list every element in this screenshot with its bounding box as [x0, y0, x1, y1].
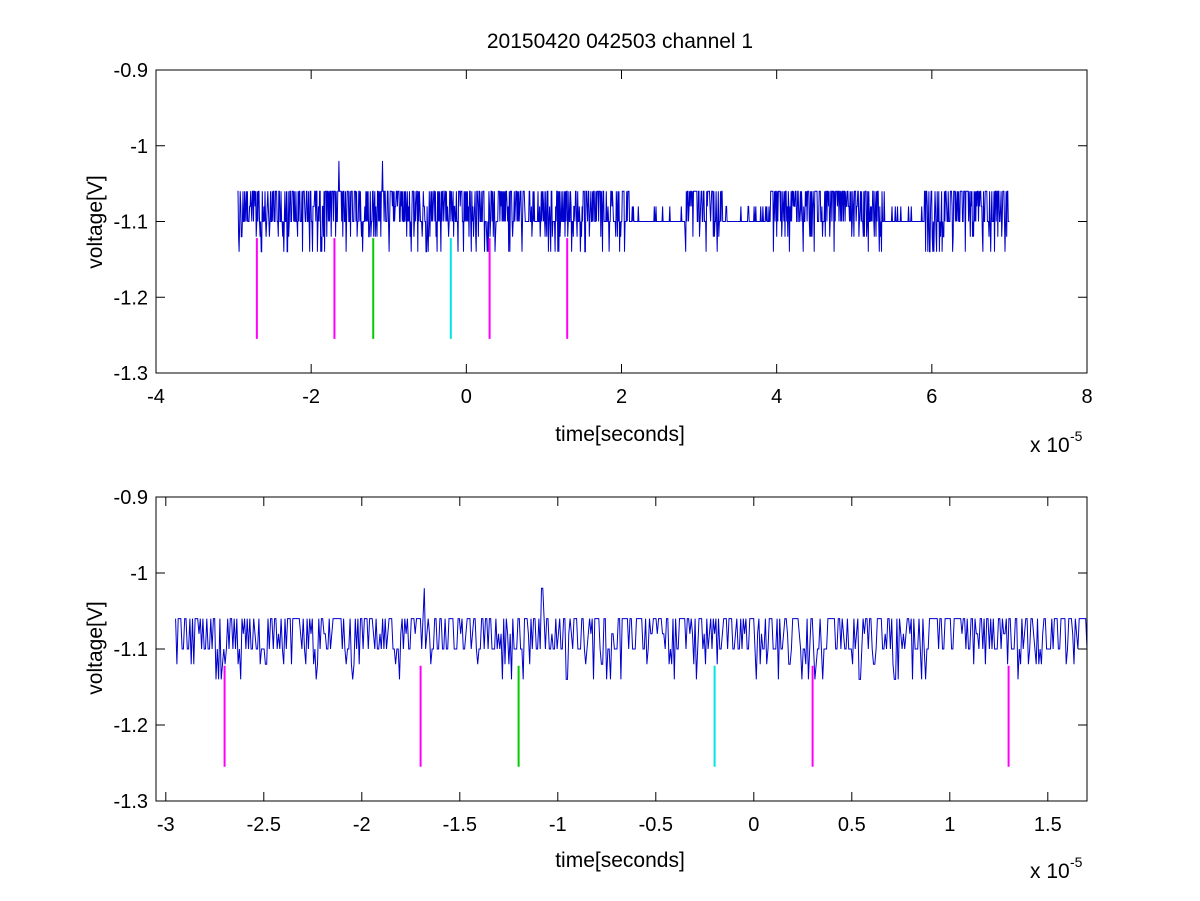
- bottom-chart-xtick-label: -0.5: [639, 814, 673, 836]
- bottom-chart-xtick-label: -2: [353, 814, 371, 836]
- bottom-chart-xtick-label: 0.5: [838, 814, 866, 836]
- top-chart-xtick-label: 0: [461, 386, 472, 408]
- top-chart-x-exponent-base: x 10: [1030, 434, 1070, 457]
- bottom-chart-ylabel: voltage[V]: [84, 601, 107, 694]
- top-chart-xtick-label: 8: [1081, 386, 1092, 408]
- bottom-chart-ytick-label: -1.1: [114, 639, 148, 661]
- top-chart-xtick-label: -4: [147, 386, 165, 408]
- bottom-chart-xtick-label: -1: [549, 814, 567, 836]
- bottom-chart-xtick-label: -3: [157, 814, 175, 836]
- bottom-chart-xtick-label: 0: [748, 814, 759, 836]
- bottom-chart-ytick-label: -0.9: [114, 487, 148, 509]
- bottom-chart-xtick-label: -2.5: [247, 814, 281, 836]
- bottom-chart-ytick-label: -1.2: [114, 715, 148, 737]
- bottom-chart-ytick-label: -1.3: [114, 791, 148, 813]
- top-chart: -4 -2 0 2 4 6 8 -1.3 -1.2 -1.1 -1 -0.9 time[seconds…: [84, 60, 1093, 457]
- top-chart-ytick-label: -1: [130, 136, 148, 158]
- bottom-chart: -3 -2.5 -2 -1.5 -1 -0.5 0 0.5 1 1.5 -1.3 -1.2 -1.1 -1…: [84, 487, 1088, 883]
- top-chart-xtick-label: 2: [616, 386, 627, 408]
- top-chart-ytick-label: -1.3: [114, 363, 148, 385]
- top-chart-xtick-label: -2: [302, 386, 320, 408]
- top-chart-voltage-trace: [237, 160, 1010, 253]
- bottom-chart-xtick-label: 1: [944, 814, 955, 836]
- top-chart-xtick-label: 4: [771, 386, 782, 408]
- top-chart-ytick-label: -0.9: [114, 60, 148, 82]
- top-chart-ytick-label: -1.2: [114, 287, 148, 309]
- bottom-chart-xtick-label: 1.5: [1034, 814, 1062, 836]
- top-chart-ytick-label: -1.1: [114, 212, 148, 234]
- top-chart-x-exponent: -5: [1070, 428, 1083, 444]
- bottom-chart-voltage-trace: [175, 587, 1088, 680]
- bottom-chart-xtick-label: -1.5: [443, 814, 477, 836]
- top-chart-xtick-label: 6: [926, 386, 937, 408]
- bottom-chart-xlabel: time[seconds]: [555, 849, 685, 872]
- bottom-chart-x-exponent-base: x 10: [1030, 860, 1070, 883]
- top-chart-xlabel: time[seconds]: [555, 423, 685, 446]
- figure-title: 20150420 042503 channel 1: [487, 30, 753, 53]
- bottom-chart-ytick-label: -1: [130, 563, 148, 585]
- top-chart-ylabel: voltage[V]: [84, 175, 107, 268]
- bottom-chart-x-exponent: -5: [1070, 854, 1083, 870]
